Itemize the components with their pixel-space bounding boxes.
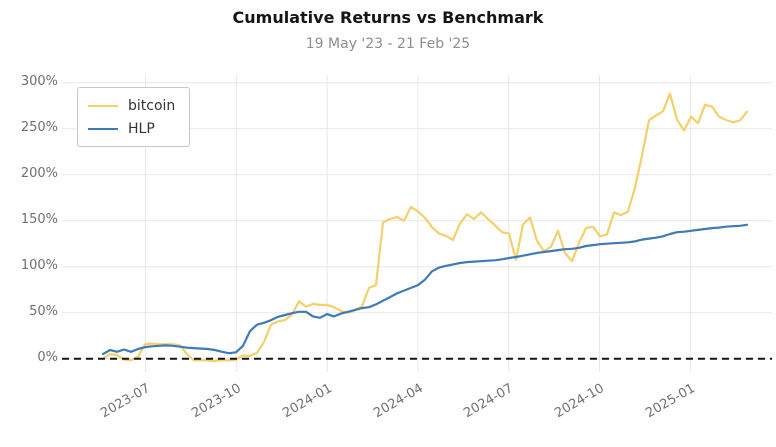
legend-item: bitcoin (88, 94, 175, 117)
legend-line-swatch (88, 104, 118, 107)
y-tick-label: 0% (37, 349, 58, 365)
y-tick-label: 100% (20, 257, 58, 273)
legend-label: HLP (128, 120, 155, 137)
y-tick-label: 150% (20, 211, 58, 227)
series-hlp-line (101, 223, 749, 356)
y-tick-label: 300% (20, 73, 58, 89)
legend-line-swatch (88, 127, 118, 130)
chart-subtitle: 19 May '23 - 21 Feb '25 (305, 36, 471, 52)
y-tick-label: 50% (29, 303, 58, 319)
page-title: Cumulative Returns vs Benchmark (232, 8, 544, 27)
y-tick-label: 250% (20, 119, 58, 135)
series-bitcoin-line (101, 92, 749, 363)
legend-item: HLP (88, 117, 175, 140)
legend-label: bitcoin (128, 97, 176, 114)
y-tick-label: 200% (20, 165, 58, 181)
legend: bitcoin HLP (77, 87, 191, 147)
